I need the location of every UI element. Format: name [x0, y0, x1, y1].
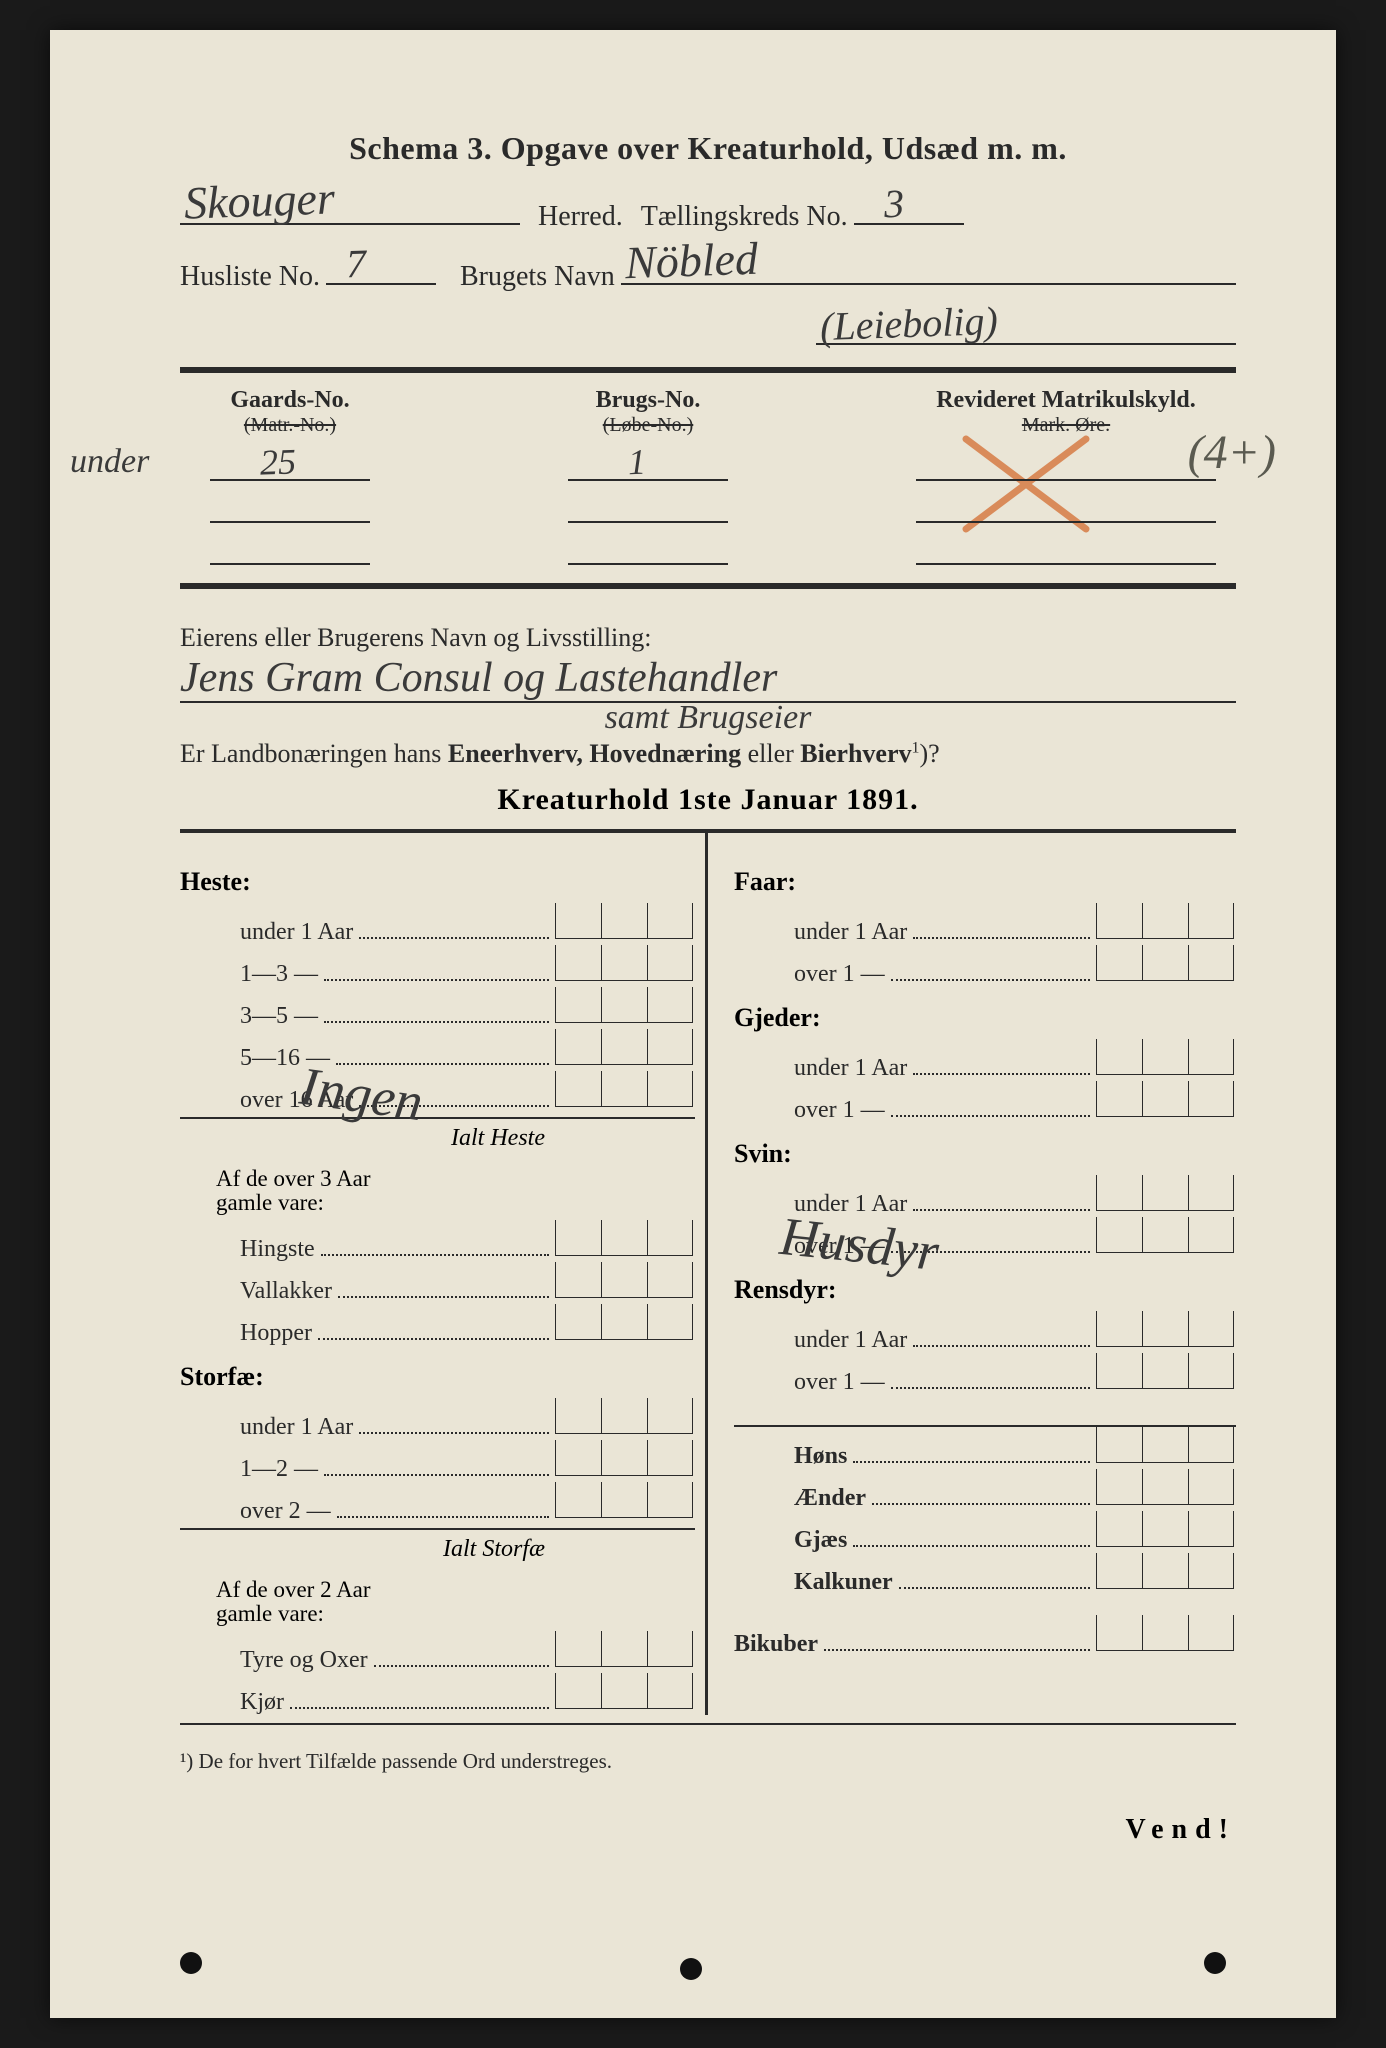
line-husliste: Husliste No. 7 Brugets Navn Nöbled [180, 255, 1236, 293]
table-row: over 1 — [734, 1081, 1236, 1123]
table-row: under 1 Aar [180, 1398, 695, 1440]
skyld-col: (4+) [896, 439, 1236, 565]
vend: Vend! [180, 1814, 1236, 1846]
owner-label: Eierens eller Brugerens Navn og Livsstil… [180, 623, 1236, 653]
bikuber-row: Bikuber [734, 1615, 1236, 1657]
table-row: over 1 — [734, 1217, 1236, 1259]
table-row: over 2 — [180, 1482, 695, 1524]
col2-label: Brugs-No. [538, 387, 758, 414]
table-row: over 1 — [734, 1353, 1236, 1395]
gnrbnr-body: under 25 1 (4+) [180, 439, 1236, 565]
rule-2 [180, 583, 1236, 589]
storfae-sub2a: Af de over 2 Aar [216, 1577, 695, 1603]
gnr-val: 25 [259, 440, 296, 483]
table-row: under 1 Aar [734, 1175, 1236, 1217]
table-row: under 1 Aar [734, 1311, 1236, 1353]
faar-title: Faar: [734, 867, 1236, 897]
table-row: 1—3 — [180, 945, 695, 987]
table-row: Hopper [180, 1304, 695, 1346]
table-row: Vallakker [180, 1262, 695, 1304]
punch-hole [680, 1958, 702, 1980]
heste-sub2a: Af de over 3 Aar [216, 1166, 695, 1192]
storfae-subtotal: Ialt Storfæ [180, 1528, 695, 1563]
table-row: Ænder [734, 1469, 1236, 1511]
table-row: Gjæs [734, 1511, 1236, 1553]
gjeder-title: Gjeder: [734, 1003, 1236, 1033]
table-row: Kjør [180, 1673, 695, 1715]
table-row: Tyre og Oxer [180, 1631, 695, 1673]
table-row: under 1 Aar [180, 903, 695, 945]
census-form-page: Schema 3. Opgave over Kreaturhold, Udsæd… [50, 30, 1336, 2018]
table-row: over 16 Aar [180, 1071, 695, 1113]
herred-label: Herred. [538, 201, 623, 233]
rensdyr-title: Rensdyr: [734, 1275, 1236, 1305]
col3-label: Revideret Matrikulskyld. [896, 387, 1236, 414]
col1-strike: (Matr.-No.) [180, 414, 400, 437]
table-row: 1—2 — [180, 1440, 695, 1482]
table-row: Kalkuner [734, 1553, 1236, 1595]
owner-block: Eierens eller Brugerens Navn og Livsstil… [180, 623, 1236, 769]
husliste-hand: 7 [345, 240, 367, 288]
storfae-title: Storfæ: [180, 1362, 695, 1392]
heste-sub2b: gamle vare: [216, 1190, 695, 1216]
owner-hand-2: samt Brugseier [605, 699, 812, 736]
heste-title: Heste: [180, 867, 695, 897]
col1-label: Gaards-No. [180, 387, 400, 414]
rule-bottom [180, 1723, 1236, 1725]
kreds-label: Tællingskreds No. [641, 201, 848, 233]
livestock-table: Ingen Husdyr Heste: under 1 Aar1—3 —3—5 … [180, 829, 1236, 1715]
left-column: Heste: under 1 Aar1—3 —3—5 —5—16 —over 1… [180, 833, 708, 1715]
kreatur-title: Kreaturhold 1ste Januar 1891. [180, 783, 1236, 817]
table-row: under 1 Aar [734, 1039, 1236, 1081]
footnote: ¹) De for hvert Tilfælde passende Ord un… [180, 1749, 1236, 1774]
line-bruget-sub: (Leiebolig) [180, 315, 1236, 345]
rule-1 [180, 367, 1236, 373]
bnr-col: 1 [538, 439, 758, 565]
bnr-val: 1 [627, 441, 646, 484]
q-pre: Er Landbonæringen hans [180, 739, 448, 768]
margin-under: under [70, 443, 149, 481]
owner-hand-1: Jens Gram Consul og Lastehandler [180, 657, 1236, 703]
right-column: Faar: under 1 Aarover 1 — Gjeder: under … [708, 833, 1236, 1715]
gnr-col: 25 [180, 439, 400, 565]
herred-hand: Skouger [183, 171, 336, 229]
husliste-label: Husliste No. [180, 261, 320, 293]
table-row: 3—5 — [180, 987, 695, 1029]
punch-hole [180, 1952, 202, 1974]
kreds-hand: 3 [883, 180, 905, 228]
form-title: Schema 3. Opgave over Kreaturhold, Udsæd… [180, 130, 1236, 167]
punch-hole [1204, 1952, 1226, 1974]
table-row: over 1 — [734, 945, 1236, 987]
q-b3: Bierhverv [800, 739, 911, 768]
heste-subtotal: Ialt Heste [180, 1117, 695, 1152]
bruget-sub-hand: (Leiebolig) [819, 297, 998, 350]
bruget-label: Brugets Navn [460, 261, 615, 293]
storfae-sub2b: gamle vare: [216, 1601, 695, 1627]
gnrbnr-header: Gaards-No. (Matr.-No.) Brugs-No. (Løbe-N… [180, 387, 1236, 437]
col2-strike: (Løbe-No.) [538, 414, 758, 437]
table-row: Høns [734, 1427, 1236, 1469]
svin-title: Svin: [734, 1139, 1236, 1169]
bruget-hand: Nöbled [624, 232, 759, 290]
table-row: Hingste [180, 1220, 695, 1262]
table-row: under 1 Aar [734, 903, 1236, 945]
q-b2: Hovednæring [589, 739, 741, 768]
table-row: 5—16 — [180, 1029, 695, 1071]
col3-sub: Mark. Øre. [896, 414, 1236, 437]
q-b1: Eneerhverv, [448, 739, 583, 768]
line-herred: Skouger Herred. Tællingskreds No. 3 [180, 195, 1236, 233]
